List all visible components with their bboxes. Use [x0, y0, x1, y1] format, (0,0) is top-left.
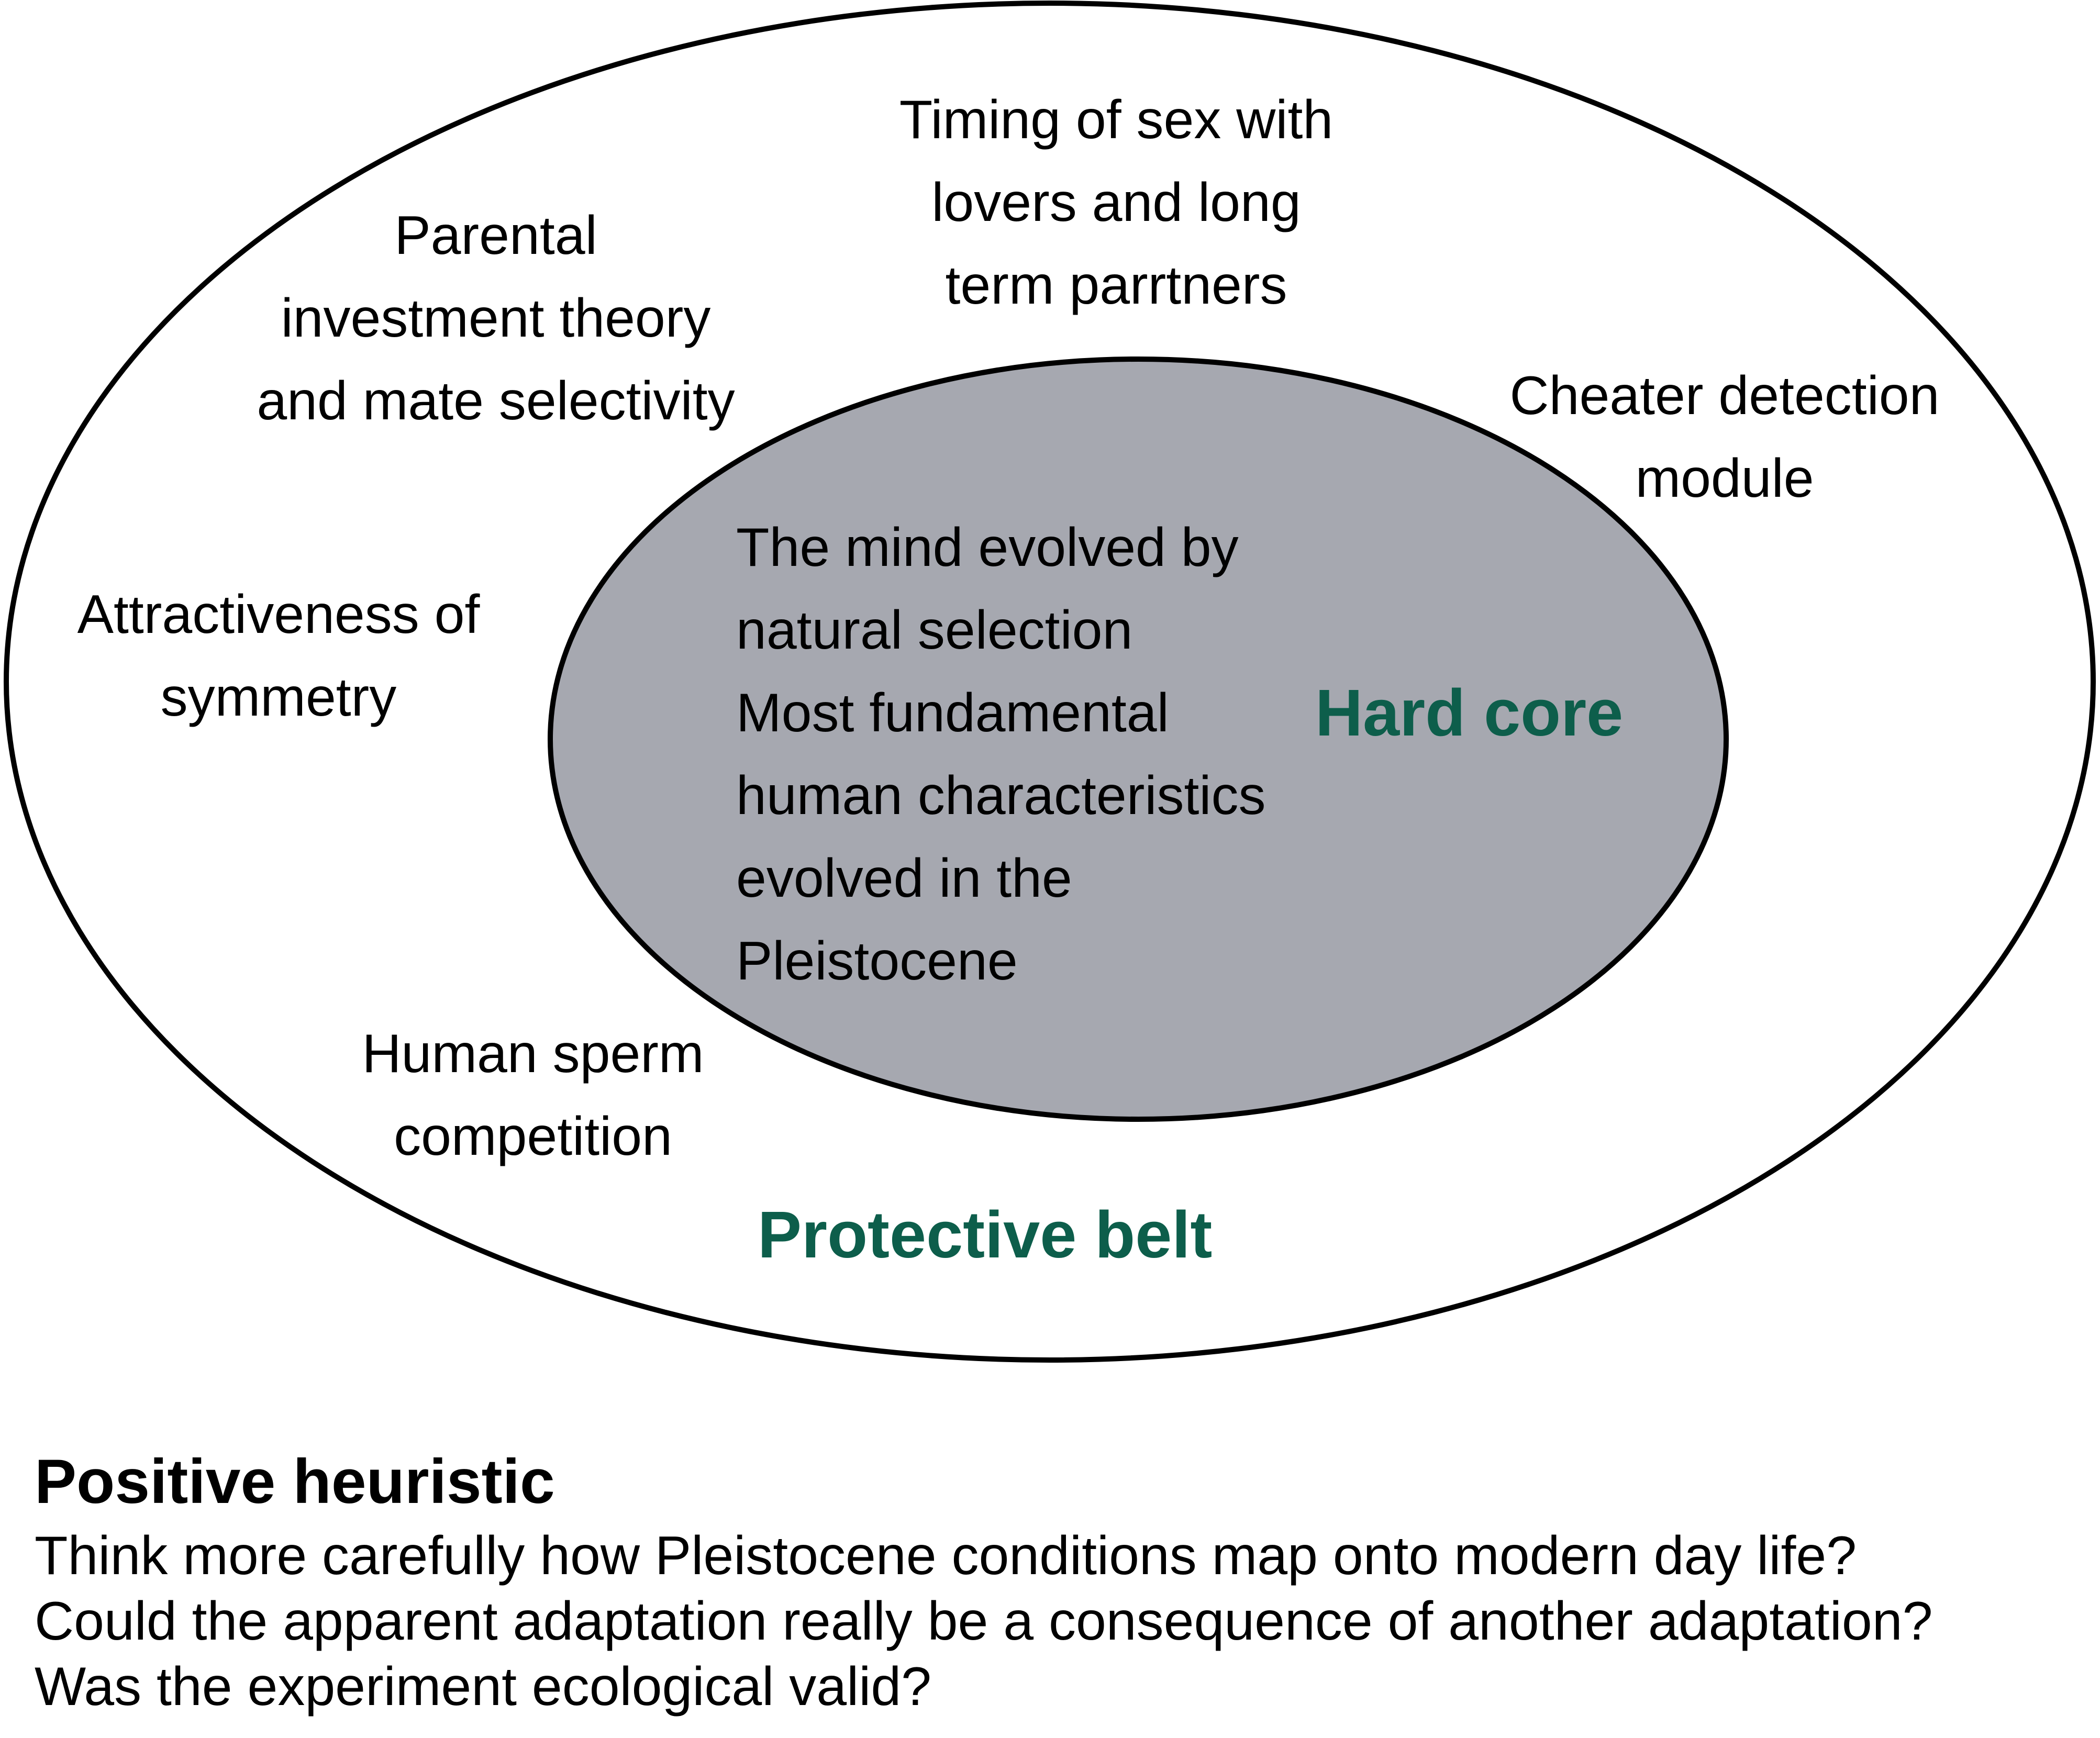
heuristic-line: Was the experiment ecological valid? [35, 1656, 932, 1717]
core-line: evolved in the [736, 848, 1072, 909]
core-line: human characteristics [736, 765, 1266, 826]
belt-item-cheater: Cheater detection module [1510, 354, 1940, 520]
core-line: natural selection [736, 600, 1133, 661]
belt-item-parental: Parental investment theory and mate sele… [257, 194, 735, 442]
belt-item-line: investment theory [281, 288, 711, 349]
belt-item-line: lovers and long [931, 172, 1301, 233]
belt-item-sperm: Human sperm competition [362, 1012, 704, 1178]
core-line: The mind evolved by [736, 517, 1239, 578]
heuristic-line: Could the apparent adaptation really be … [35, 1591, 1933, 1652]
core-line: Most fundamental [736, 683, 1169, 743]
belt-item-line: Cheater detection [1509, 365, 1940, 426]
hard-core-label: Hard core [1315, 676, 1624, 750]
protective-belt-label: Protective belt [758, 1198, 1213, 1272]
positive-heuristic-title: Positive heuristic [35, 1446, 555, 1517]
hard-core-ellipse [548, 356, 1729, 1122]
hard-core-text: The mind evolved by natural selection Mo… [736, 506, 1266, 1002]
heuristic-line: Think more carefully how Pleistocene con… [35, 1525, 1857, 1586]
belt-item-line: symmetry [160, 667, 397, 728]
belt-item-line: Parental [394, 205, 597, 266]
belt-item-symmetry: Attractiveness of symmetry [77, 573, 480, 739]
belt-item-line: Human sperm [362, 1023, 704, 1084]
belt-item-line: Timing of sex with [899, 90, 1334, 150]
belt-item-line: module [1635, 448, 1814, 509]
belt-item-line: term parrtners [945, 255, 1287, 316]
belt-item-line: Attractiveness of [77, 584, 480, 645]
belt-item-line: and mate selectivity [257, 371, 735, 431]
core-line: Pleistocene [736, 931, 1018, 991]
belt-item-timing: Timing of sex with lovers and long term … [899, 79, 1333, 327]
belt-item-line: competition [394, 1106, 672, 1167]
